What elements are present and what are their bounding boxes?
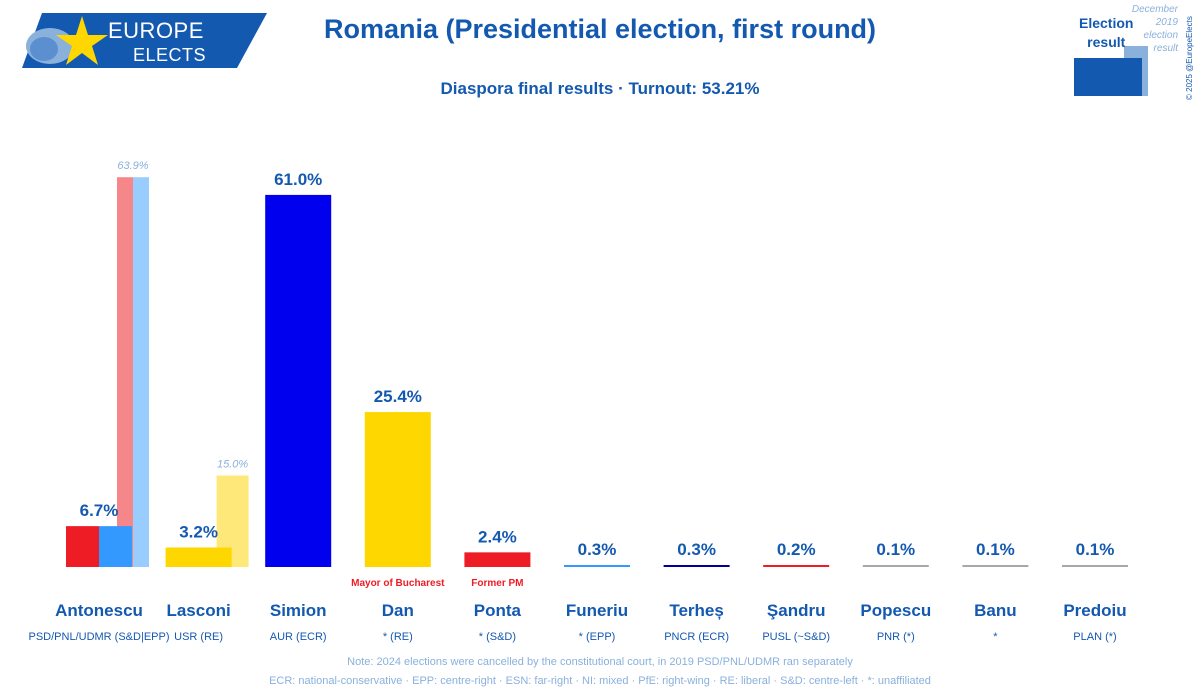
data-label: 61.0% — [274, 170, 322, 189]
legend-graphic — [1064, 3, 1182, 103]
legend-result-line2: result — [1087, 34, 1126, 50]
candidate-name: Funeriu — [566, 601, 628, 620]
legend-prev-line2: election — [1143, 30, 1178, 41]
previous-bar-0-1 — [133, 177, 149, 567]
candidate-name: Dan — [382, 601, 414, 620]
data-label: 2.4% — [478, 527, 517, 546]
bar-9-0 — [962, 565, 1029, 567]
party-label: PSD/PNL/UDMR (S&D|EPP) — [29, 631, 170, 643]
party-label: PLAN (*) — [1073, 631, 1116, 643]
party-label: * (EPP) — [579, 631, 616, 643]
europe-elects-logo — [22, 13, 267, 68]
party-label: PUSL (~S&D) — [762, 631, 830, 643]
data-label: 6.7% — [80, 501, 119, 520]
bar-7-0 — [763, 565, 830, 567]
bar-3-0 — [364, 412, 431, 567]
party-legend-note: ECR: national-conservative · EPP: centre… — [269, 675, 931, 687]
data-label: 0.1% — [876, 540, 915, 559]
bar-5-0 — [564, 565, 630, 567]
legend-prev-line1: December 2019 — [1131, 4, 1178, 28]
legend-prev-line3: result — [1153, 43, 1178, 54]
candidate-name: Şandru — [767, 601, 826, 620]
data-label: 0.3% — [677, 540, 716, 559]
data-label: 3.2% — [179, 522, 218, 541]
bar-0-0 — [66, 526, 99, 567]
bar-8-0 — [862, 565, 929, 567]
logo-text-europe: EUROPE — [108, 18, 204, 43]
candidate-name: Simion — [270, 601, 327, 620]
party-label: PNCR (ECR) — [664, 631, 729, 643]
bar-annotation: Mayor of Bucharest — [351, 578, 445, 589]
party-label: PNR (*) — [877, 631, 915, 643]
footnote: Note: 2024 elections were cancelled by t… — [347, 656, 853, 668]
bar-2-0 — [265, 194, 332, 567]
previous-value-label: 15.0% — [217, 459, 248, 471]
bar-4-0 — [464, 552, 531, 567]
legend-election-result: Election result — [1079, 14, 1133, 52]
party-label: AUR (ECR) — [270, 631, 327, 643]
candidate-name: Ponta — [474, 601, 522, 620]
chart-subtitle: Diaspora final results · Turnout: 53.21% — [440, 79, 760, 98]
party-label: USR (RE) — [174, 631, 223, 643]
previous-value-label: 63.9% — [117, 160, 148, 172]
bar-0-1 — [99, 526, 132, 567]
candidate-name: Lasconi — [166, 601, 230, 620]
bar-10-0 — [1062, 565, 1128, 567]
candidate-name: Banu — [974, 601, 1017, 620]
candidate-name: Predoiu — [1063, 601, 1126, 620]
candidate-name: Antonescu — [55, 601, 143, 620]
data-label: 0.1% — [976, 540, 1015, 559]
bar-6-0 — [663, 565, 730, 567]
candidate-name: Terheș — [669, 601, 724, 620]
bar-1-0 — [165, 547, 232, 567]
party-label: * — [993, 631, 998, 643]
previous-bar-0-0 — [117, 177, 133, 567]
party-label: * (RE) — [383, 631, 413, 643]
data-label: 25.4% — [374, 387, 422, 406]
chart-title: Romania (Presidential election, first ro… — [323, 14, 877, 44]
data-label: 0.3% — [578, 540, 617, 559]
data-label: 0.1% — [1076, 540, 1115, 559]
legend-previous-result: December 2019 election result — [1118, 3, 1178, 55]
legend-result-line1: Election — [1079, 15, 1134, 31]
candidate-name: Popescu — [860, 601, 931, 620]
party-label: * (S&D) — [479, 631, 516, 643]
data-label: 0.2% — [777, 540, 816, 559]
logo-text-elects: ELECTS — [133, 45, 207, 65]
bar-annotation: Former PM — [471, 578, 523, 589]
